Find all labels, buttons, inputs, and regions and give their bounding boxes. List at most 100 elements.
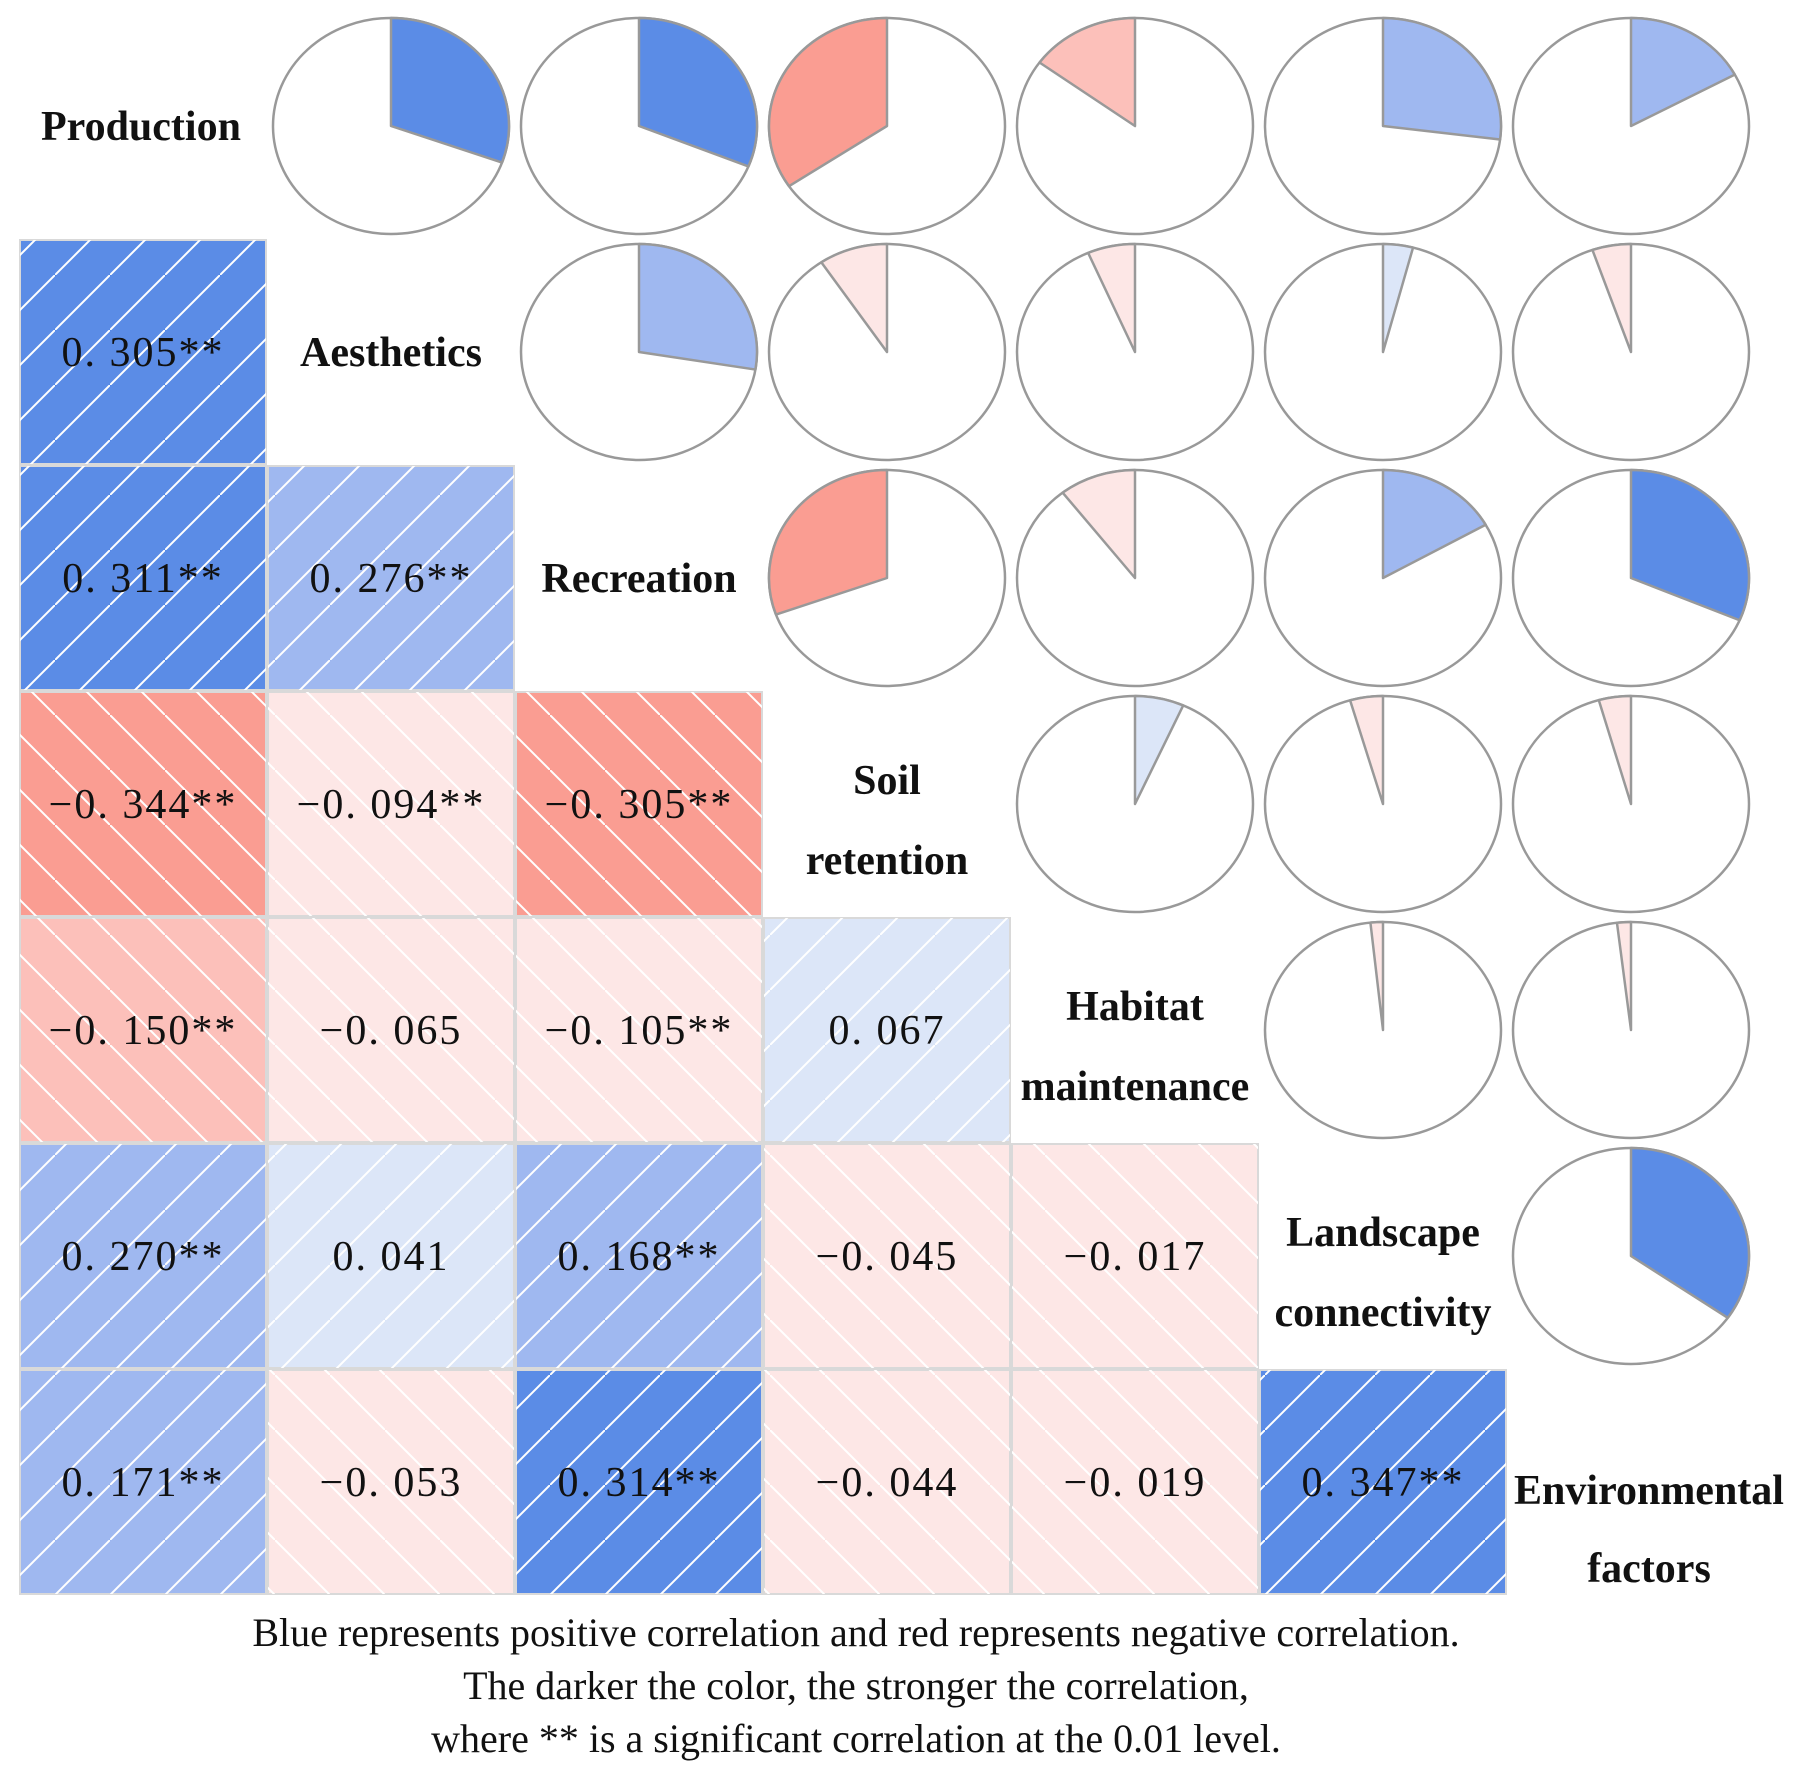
variable-label: connectivity [1275,1290,1492,1336]
cell-value-label: −0. 344** [49,782,238,828]
cell-value-label: 0. 347** [1302,1460,1465,1506]
cell-value-label: 0. 171** [62,1460,225,1506]
pie-slice [1629,16,1737,128]
cell-value-label: 0. 305** [62,330,225,376]
pie-slice [1381,468,1487,580]
correlation-pies [271,16,1751,1366]
correlation-pie [767,242,1007,462]
correlation-cell: −0. 065 [267,917,515,1143]
cell-hatch [516,918,762,1142]
correlation-pie [1263,920,1503,1140]
correlation-pie [1263,16,1503,236]
cell-hatch [1260,1370,1506,1594]
cell-value-label: 0. 276** [310,556,473,602]
correlation-cell: 0. 276** [267,465,515,691]
pie-slice [637,16,759,168]
correlation-pie [519,16,759,236]
pie-slice [820,242,889,354]
correlation-pie [1263,242,1503,462]
correlation-cell: 0. 067 [763,917,1011,1143]
correlation-pie [1511,920,1751,1140]
pie-slice [1038,16,1137,128]
cell-hatch [20,692,266,916]
cell-value-label: −0. 044 [816,1460,959,1506]
cell-value-label: −0. 305** [545,782,734,828]
cell-hatch [516,1370,762,1594]
cell-value-label: 0. 168** [558,1234,721,1280]
pie-slice [637,242,759,371]
cell-value-label: −0. 150** [49,1008,238,1054]
pie-slice [1615,920,1633,1032]
variable-label: Production [41,104,241,150]
pie-slice [389,16,511,164]
cell-value-label: −0. 045 [816,1234,959,1280]
cell-hatch [1012,1370,1258,1594]
cell-hatch [268,466,514,690]
correlation-cell: −0. 053 [267,1369,515,1595]
cell-value-label: −0. 053 [320,1460,463,1506]
pie-slice [1597,694,1633,806]
cell-hatch [20,1144,266,1368]
pie-slice [1629,1146,1751,1320]
cell-hatch [268,1370,514,1594]
correlation-pie [1511,242,1751,462]
correlation-cell: −0. 044 [763,1369,1011,1595]
correlation-pie [1511,1146,1751,1366]
correlation-cell: −0. 150** [19,917,267,1143]
correlation-cell: 0. 168** [515,1143,763,1369]
correlation-pie [1015,694,1255,914]
correlation-cell: −0. 305** [515,691,763,917]
correlation-cell: 0. 347** [1259,1369,1507,1595]
pie-slice [1061,468,1137,580]
heatmap-cells: 0. 305** 0. 311** 0. 276** −0. 344** −0. 094… [19,239,1507,1595]
pie-slice [1086,242,1137,354]
cell-value-label: 0. 311** [62,556,223,602]
cell-value-label: 0. 067 [829,1008,946,1054]
cell-hatch [20,918,266,1142]
pie-slice [1381,16,1503,141]
cell-hatch [268,692,514,916]
cell-hatch [764,918,1010,1142]
cell-value-label: 0. 314** [558,1460,721,1506]
correlation-cell: 0. 171** [19,1369,267,1595]
cell-value-label: −0. 019 [1064,1460,1207,1506]
cell-value-label: −0. 017 [1064,1234,1207,1280]
pie-slice [1629,468,1751,622]
variable-label: Recreation [541,556,736,602]
caption: Blue represents positive correlation and… [252,1610,1459,1761]
correlation-cell: −0. 019 [1011,1369,1259,1595]
correlation-cell: 0. 305** [19,239,267,465]
correlation-cell: −0. 094** [267,691,515,917]
correlation-pie [767,468,1007,688]
correlation-pie [271,16,511,236]
cell-value-label: −0. 105** [545,1008,734,1054]
correlation-pie [1511,468,1751,688]
correlation-pie [519,242,759,462]
correlation-cell: 0. 041 [267,1143,515,1369]
variable-label: retention [806,838,969,884]
cell-hatch [20,1370,266,1594]
variable-label: factors [1587,1546,1711,1592]
correlation-cell: −0. 105** [515,917,763,1143]
pie-slice [1591,242,1633,354]
variable-label: Habitat [1066,984,1204,1030]
variable-labels: Production Aesthetics Recreation Soil retent… [41,104,1784,1592]
cell-hatch [20,240,266,464]
pie-slice [767,16,889,188]
correlation-cell: −0. 045 [763,1143,1011,1369]
caption-line: Blue represents positive correlation and… [252,1610,1459,1655]
pie-slice [1369,920,1385,1032]
correlation-cell: 0. 270** [19,1143,267,1369]
correlation-pie [1263,468,1503,688]
cell-hatch [516,1144,762,1368]
correlation-pie [1015,468,1255,688]
cell-value-label: −0. 094** [297,782,486,828]
correlation-pie [1263,694,1503,914]
caption-line: The darker the color, the stronger the c… [463,1663,1249,1708]
cell-hatch [1012,1144,1258,1368]
pie-slice [1133,694,1185,806]
variable-label: Landscape [1286,1210,1480,1256]
cell-value-label: 0. 270** [62,1234,225,1280]
variable-label: Soil [853,758,921,804]
cell-hatch [20,466,266,690]
